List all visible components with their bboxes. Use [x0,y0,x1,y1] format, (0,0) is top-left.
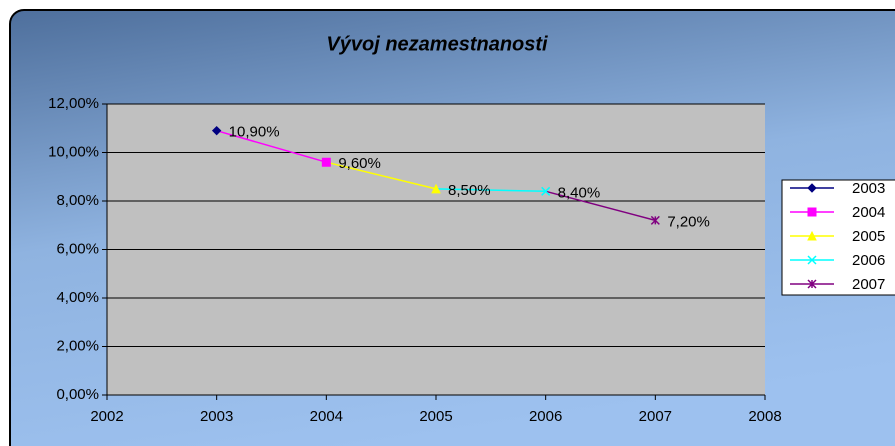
marker [211,125,222,136]
line-segment [435,188,546,193]
legend-marker [807,207,817,217]
line-segment [545,190,656,222]
data-label: 7,20% [667,213,710,230]
marker [541,186,551,196]
x-tick-label: 2002 [90,408,123,425]
y-tick-label: 6,00% [56,240,99,257]
legend-label: 2004 [852,204,885,221]
legend-label: 2006 [852,252,885,269]
data-label: 8,50% [448,182,491,199]
x-tick-label: 2003 [200,408,233,425]
data-label: 8,40% [558,184,601,201]
marker [321,157,331,167]
x-tick-label: 2007 [639,408,672,425]
chart-title: Vývoj nezamestnanosti [326,33,548,55]
line-segment [216,129,327,163]
x-tick-label: 2006 [529,408,562,425]
x-tick-label: 2008 [748,408,781,425]
legend [781,179,895,296]
y-tick-label: 0,00% [56,386,99,403]
line-segment [326,161,437,190]
legend-marker [807,230,817,241]
x-tick-label: 2004 [310,408,343,425]
data-label: 9,60% [338,155,381,172]
legend-label: 2003 [852,180,885,197]
marker [650,215,660,225]
legend-marker [807,279,817,289]
y-tick-label: 8,00% [56,192,99,209]
legend-marker [807,255,817,265]
data-label: 10,90% [229,124,280,141]
x-tick-label: 2005 [419,408,452,425]
y-tick-label: 4,00% [56,289,99,306]
legend-label: 2007 [852,276,885,293]
y-tick-label: 12,00% [48,95,99,112]
marker [431,183,441,194]
legend-marker [807,183,817,193]
legend-label: 2005 [852,228,885,245]
y-tick-label: 10,00% [48,143,99,160]
y-tick-label: 2,00% [56,337,99,354]
